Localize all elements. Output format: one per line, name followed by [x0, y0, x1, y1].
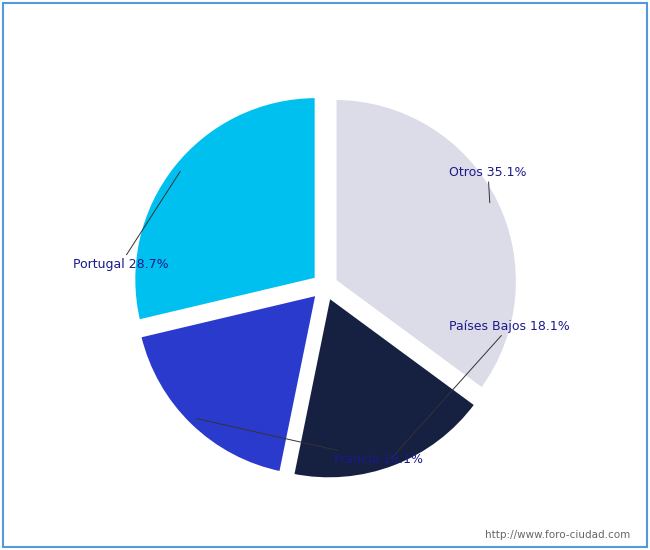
Text: Fuente Obejuna - Turistas extranjeros según país - Agosto de 2024: Fuente Obejuna - Turistas extranjeros se…: [80, 10, 570, 26]
Wedge shape: [134, 96, 317, 321]
Wedge shape: [140, 294, 317, 473]
Text: Portugal 28.7%: Portugal 28.7%: [73, 172, 180, 271]
Wedge shape: [335, 98, 517, 389]
Wedge shape: [292, 296, 476, 479]
Text: http://www.foro-ciudad.com: http://www.foro-ciudad.com: [486, 530, 630, 540]
Text: Otros 35.1%: Otros 35.1%: [449, 166, 526, 203]
Text: Países Bajos 18.1%: Países Bajos 18.1%: [391, 320, 570, 458]
Text: Francia 18.1%: Francia 18.1%: [196, 419, 423, 466]
